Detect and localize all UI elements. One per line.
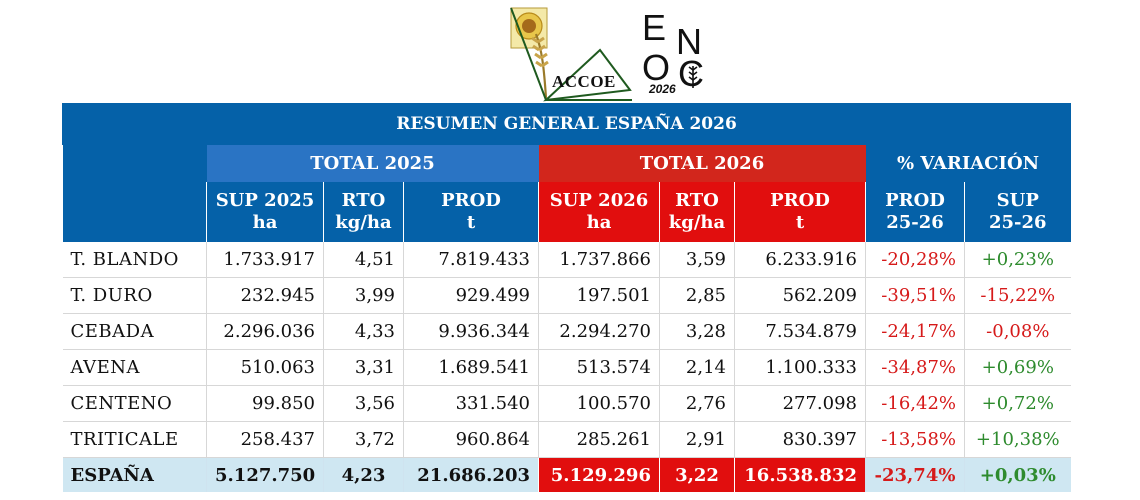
var-sup-cell: -0,08% <box>963 313 1071 350</box>
total-rto-2026: 3,22 <box>659 457 735 492</box>
prod-2026-cell: 830.397 <box>734 421 866 458</box>
rto-2026-cell: 2,91 <box>659 421 735 458</box>
prod-2025-cell: 960.864 <box>403 421 539 458</box>
var-sup-cell: +10,38% <box>963 421 1071 458</box>
header-var-sup: SUP 25-26 <box>963 182 1071 242</box>
sup-2025-cell: 232.945 <box>206 277 324 314</box>
sup-2026-cell: 513.574 <box>538 349 660 386</box>
var-prod-cell: -16,42% <box>865 385 965 422</box>
header-prod-2025: PROD t <box>403 182 539 242</box>
wheat-icon <box>688 66 698 88</box>
header-rto-2025: RTO kg/ha <box>323 182 404 242</box>
table-row: AVENA 510.063 3,31 1.689.541 513.574 2,1… <box>62 349 1071 386</box>
sup-2026-cell: 100.570 <box>538 385 660 422</box>
var-sup-cell: +0,23% <box>963 242 1071 278</box>
var-prod-cell: -20,28% <box>865 242 965 278</box>
var-sup-cell: +0,72% <box>963 385 1071 422</box>
var-prod-cell: -13,58% <box>865 421 965 458</box>
prod-2026-cell: 7.534.879 <box>734 313 866 350</box>
enoc-letter-o: O <box>642 47 671 88</box>
rto-2025-cell: 4,51 <box>323 242 404 278</box>
header-sup-2025: SUP 2025 ha <box>206 182 324 242</box>
corner-cell <box>62 144 207 242</box>
header-rto-2026: RTO kg/ha <box>659 182 735 242</box>
total-prod-2025: 21.686.203 <box>403 457 539 492</box>
table-row: T. DURO 232.945 3,99 929.499 197.501 2,8… <box>62 277 1071 314</box>
rto-2025-cell: 3,99 <box>323 277 404 314</box>
prod-2025-cell: 7.819.433 <box>403 242 539 278</box>
crop-name: CENTENO <box>62 385 207 422</box>
var-prod-cell: -39,51% <box>865 277 965 314</box>
sup-2025-cell: 258.437 <box>206 421 324 458</box>
table-row: CENTENO 99.850 3,56 331.540 100.570 2,76… <box>62 385 1071 422</box>
crop-name: T. BLANDO <box>62 242 207 278</box>
header-sup-2026: SUP 2026 ha <box>538 182 660 242</box>
total-sup-2025: 5.127.750 <box>206 457 324 492</box>
total-var-prod: -23,74% <box>865 457 965 492</box>
rto-2025-cell: 3,56 <box>323 385 404 422</box>
crop-name: T. DURO <box>62 277 207 314</box>
rto-2026-cell: 2,76 <box>659 385 735 422</box>
enoc-year: 2026 <box>649 82 676 96</box>
enoc-logo: E N O C 2026 <box>640 6 720 100</box>
summary-table: RESUMEN GENERAL ESPAÑA 2026 TOTAL 2025 T… <box>61 103 1072 492</box>
crop-name: CEBADA <box>62 313 207 350</box>
sup-2026-cell: 2.294.270 <box>538 313 660 350</box>
prod-2025-cell: 1.689.541 <box>403 349 539 386</box>
sup-2026-cell: 285.261 <box>538 421 660 458</box>
group-variacion: % VARIACIÓN <box>865 144 1071 182</box>
prod-2026-cell: 562.209 <box>734 277 866 314</box>
group-total-2025: TOTAL 2025 <box>206 144 539 182</box>
rto-2026-cell: 3,59 <box>659 242 735 278</box>
sup-2026-cell: 197.501 <box>538 277 660 314</box>
prod-2026-cell: 277.098 <box>734 385 866 422</box>
header-prod-2026: PROD t <box>734 182 866 242</box>
var-prod-cell: -24,17% <box>865 313 965 350</box>
rto-2025-cell: 3,72 <box>323 421 404 458</box>
rto-2026-cell: 3,28 <box>659 313 735 350</box>
total-name: ESPAÑA <box>62 457 207 492</box>
sup-2025-cell: 99.850 <box>206 385 324 422</box>
rto-2026-cell: 2,85 <box>659 277 735 314</box>
header-var-prod: PROD 25-26 <box>865 182 965 242</box>
total-prod-2026: 16.538.832 <box>734 457 866 492</box>
crop-name: AVENA <box>62 349 207 386</box>
table-row: T. BLANDO 1.733.917 4,51 7.819.433 1.737… <box>62 242 1071 278</box>
table-title: RESUMEN GENERAL ESPAÑA 2026 <box>61 103 1072 145</box>
total-sup-2026: 5.129.296 <box>538 457 660 492</box>
var-sup-cell: +0,69% <box>963 349 1071 386</box>
crop-name: TRITICALE <box>62 421 207 458</box>
sup-2025-cell: 1.733.917 <box>206 242 324 278</box>
rto-2025-cell: 3,31 <box>323 349 404 386</box>
group-total-2026: TOTAL 2026 <box>538 144 866 182</box>
prod-2025-cell: 9.936.344 <box>403 313 539 350</box>
enoc-letter-n: N <box>676 21 702 62</box>
prod-2025-cell: 331.540 <box>403 385 539 422</box>
var-sup-cell: -15,22% <box>963 277 1071 314</box>
sup-2025-cell: 510.063 <box>206 349 324 386</box>
table-row: TRITICALE 258.437 3,72 960.864 285.261 2… <box>62 421 1071 458</box>
table-row: CEBADA 2.296.036 4,33 9.936.344 2.294.27… <box>62 313 1071 350</box>
var-prod-cell: -34,87% <box>865 349 965 386</box>
prod-2026-cell: 1.100.333 <box>734 349 866 386</box>
accoe-logo: ACCOE <box>508 6 634 102</box>
accoe-logo-text: ACCOE <box>552 72 616 91</box>
sup-2025-cell: 2.296.036 <box>206 313 324 350</box>
total-row: ESPAÑA 5.127.750 4,23 21.686.203 5.129.2… <box>62 457 1071 492</box>
sup-2026-cell: 1.737.866 <box>538 242 660 278</box>
rto-2026-cell: 2,14 <box>659 349 735 386</box>
rto-2025-cell: 4,33 <box>323 313 404 350</box>
accoe-emblem-icon <box>510 7 632 102</box>
total-var-sup: +0,03% <box>963 457 1071 492</box>
prod-2025-cell: 929.499 <box>403 277 539 314</box>
total-rto-2025: 4,23 <box>323 457 404 492</box>
prod-2026-cell: 6.233.916 <box>734 242 866 278</box>
enoc-letter-e: E <box>642 7 667 48</box>
